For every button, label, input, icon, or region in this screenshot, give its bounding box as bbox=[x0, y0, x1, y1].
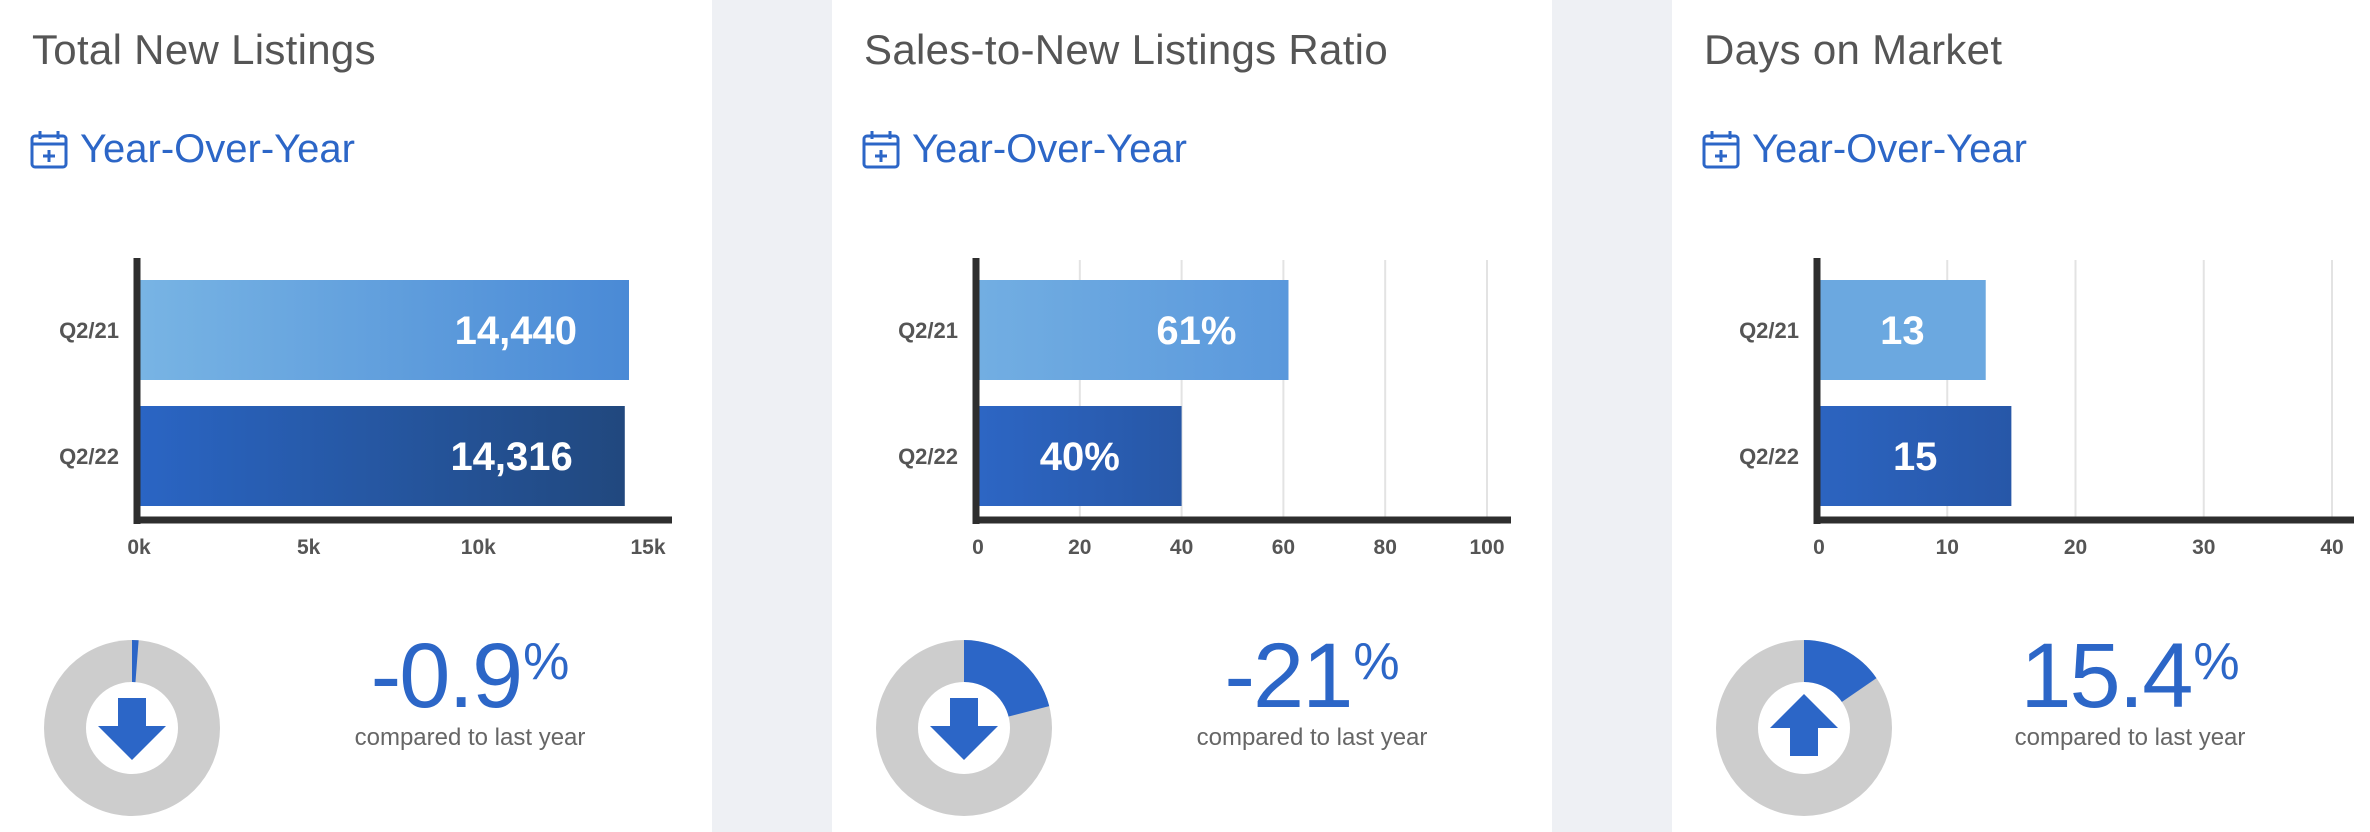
x-tick-label: 60 bbox=[1272, 536, 1295, 559]
bar-data-label: 61% bbox=[1156, 309, 1236, 353]
change-value: -21 bbox=[1224, 625, 1353, 727]
panel-total-new-listings: Total New Listings Year-Over-Year 14,440… bbox=[0, 0, 712, 832]
bar bbox=[1819, 280, 1986, 380]
period-selector[interactable]: Year-Over-Year bbox=[1702, 124, 2027, 174]
change-value: 15.4 bbox=[2020, 625, 2193, 727]
change-value: -0.9 bbox=[370, 625, 524, 727]
change-summary: -21% compared to last year bbox=[1172, 630, 1452, 752]
panel-title: Sales-to-New Listings Ratio bbox=[864, 26, 1388, 73]
calendar-icon bbox=[30, 131, 68, 169]
category-label: Q2/22 bbox=[898, 444, 958, 469]
bar-data-label: 40% bbox=[1040, 435, 1120, 479]
bar bbox=[139, 280, 629, 380]
x-tick-label: 15k bbox=[630, 536, 665, 559]
calendar-icon bbox=[862, 131, 900, 169]
category-label: Q2/22 bbox=[1739, 444, 1799, 469]
panel-title: Total New Listings bbox=[32, 26, 376, 73]
arrow-down-icon bbox=[98, 698, 166, 760]
period-selector[interactable]: Year-Over-Year bbox=[862, 124, 1187, 174]
bar-chart-svg: 13 Q2/21 15 Q2/22 0 10 20 30 40 bbox=[1739, 258, 2354, 559]
change-unit: % bbox=[2193, 633, 2240, 691]
bar bbox=[978, 406, 1182, 506]
x-tick-label: 5k bbox=[297, 536, 321, 559]
bar-chart: 14,440 Q2/21 14,316 Q2/22 0k 5k 10k 15k bbox=[0, 250, 712, 570]
category-label: Q2/21 bbox=[898, 318, 958, 343]
change-donut bbox=[44, 640, 220, 816]
x-tick-label: 0 bbox=[1813, 536, 1825, 559]
x-tick-label: 100 bbox=[1469, 536, 1504, 559]
category-label: Q2/21 bbox=[1739, 318, 1799, 343]
x-tick-label: 20 bbox=[2064, 536, 2087, 559]
bar-data-label: 13 bbox=[1880, 309, 1925, 353]
bar bbox=[978, 280, 1289, 380]
bar bbox=[139, 406, 625, 506]
change-unit: % bbox=[1353, 633, 1400, 691]
x-tick-label: 30 bbox=[2192, 536, 2215, 559]
x-tick-label: 80 bbox=[1374, 536, 1397, 559]
category-label: Q2/22 bbox=[59, 444, 119, 469]
arrow-down-icon bbox=[930, 698, 998, 760]
bar-data-label: 14,440 bbox=[455, 309, 577, 353]
category-label: Q2/21 bbox=[59, 318, 119, 343]
bar-data-label: 14,316 bbox=[450, 435, 572, 479]
x-tick-label: 0 bbox=[972, 536, 984, 559]
change-donut bbox=[1716, 640, 1892, 816]
bar-chart: 13 Q2/21 15 Q2/22 0 10 20 30 40 bbox=[1672, 250, 2370, 570]
x-tick-label: 10k bbox=[461, 536, 496, 559]
calendar-icon bbox=[1702, 131, 1740, 169]
panel-sales-to-new-listings-ratio: Sales-to-New Listings Ratio Year-Over-Ye… bbox=[832, 0, 1552, 832]
change-caption: compared to last year bbox=[2014, 724, 2246, 751]
x-tick-label: 10 bbox=[1936, 536, 1959, 559]
bar-chart: 61% Q2/21 40% Q2/22 0 20 40 60 80 100 bbox=[832, 250, 1552, 570]
change-donut bbox=[876, 640, 1052, 816]
change-caption: compared to last year bbox=[1196, 724, 1428, 751]
period-label: Year-Over-Year bbox=[1752, 126, 2027, 171]
period-label: Year-Over-Year bbox=[80, 126, 355, 171]
x-tick-label: 0k bbox=[127, 536, 151, 559]
x-tick-label: 40 bbox=[1170, 536, 1193, 559]
bar-chart-svg: 14,440 Q2/21 14,316 Q2/22 0k 5k 10k 15k bbox=[59, 258, 672, 559]
x-tick-label: 40 bbox=[2320, 536, 2343, 559]
change-summary: -0.9% compared to last year bbox=[330, 630, 610, 752]
change-unit: % bbox=[523, 633, 570, 691]
x-tick-label: 20 bbox=[1068, 536, 1091, 559]
change-caption: compared to last year bbox=[354, 724, 586, 751]
change-summary: 15.4% compared to last year bbox=[1990, 630, 2270, 752]
bar-chart-svg: 61% Q2/21 40% Q2/22 0 20 40 60 80 100 bbox=[898, 258, 1511, 559]
arrow-up-icon bbox=[1770, 694, 1838, 756]
panel-days-on-market: Days on Market Year-Over-Year 13 Q2/21 15 Q… bbox=[1672, 0, 2370, 832]
panel-title: Days on Market bbox=[1704, 26, 2003, 73]
bar bbox=[1819, 406, 2012, 506]
period-selector[interactable]: Year-Over-Year bbox=[30, 124, 355, 174]
bar-data-label: 15 bbox=[1893, 435, 1938, 479]
period-label: Year-Over-Year bbox=[912, 126, 1187, 171]
